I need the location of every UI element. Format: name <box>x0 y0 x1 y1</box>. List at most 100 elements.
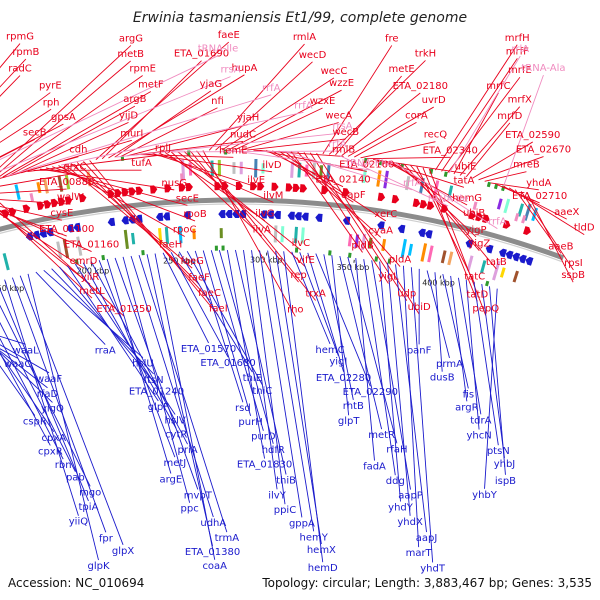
reverse-gene-label-line <box>162 252 209 344</box>
cog-block-outer <box>376 170 382 187</box>
forward-gene-label: ETA_02160 <box>339 159 394 170</box>
forward-gene-label: rpsI <box>564 258 583 269</box>
forward-gene-arrow <box>257 182 265 191</box>
reverse-gene-arrow <box>32 230 41 240</box>
reverse-gene-label-line <box>194 250 244 403</box>
reverse-gene-label-line <box>130 255 214 518</box>
reverse-gene-label: ilvY <box>268 490 286 501</box>
feature-band <box>1 149 539 287</box>
reverse-gene-label-line <box>379 261 401 502</box>
backbone-inner-edge <box>0 203 563 263</box>
reverse-gene-label-line <box>106 258 172 474</box>
forward-gene-label: aaeB <box>548 241 573 252</box>
forward-gene-label-line <box>0 58 27 88</box>
forward-gene-label-line <box>0 60 131 173</box>
forward-gene-arrow <box>64 196 73 205</box>
reverse-gene-label: tdrA <box>470 415 491 426</box>
reverse-gene-label: ftsN <box>144 375 164 386</box>
forward-gene-label-line <box>0 210 92 252</box>
forward-gene-label-line <box>441 58 518 172</box>
forward-gene-label-line <box>101 60 202 160</box>
forward-gene-label-line <box>0 213 84 269</box>
cog-block-inner <box>499 267 506 278</box>
rna-gene-label-line <box>60 111 304 166</box>
cog-block-outer <box>383 170 389 189</box>
forward-gene-label: rpoB <box>183 209 207 220</box>
reverse-gene-label-line <box>339 255 383 430</box>
marker-inner <box>374 256 379 262</box>
forward-gene-label-line <box>0 138 35 158</box>
reverse-gene-label-line <box>0 348 18 359</box>
forward-gene-label: faeI <box>209 303 228 314</box>
forward-gene-label-line <box>484 171 527 182</box>
reverse-gene-label: rfaD <box>37 389 59 400</box>
reverse-gene-label-line <box>234 249 287 475</box>
forward-gene-label: mrfD <box>497 111 522 122</box>
forward-gene-label: wzxE <box>310 96 336 107</box>
reverse-gene-label-line <box>299 252 339 356</box>
forward-gene-label: ilvG <box>255 209 274 220</box>
cog-block-inner <box>293 226 298 244</box>
reverse-gene-label: thiB <box>276 476 296 487</box>
reverse-gene-label: rfaH <box>386 444 407 455</box>
forward-gene-label-line <box>322 45 393 155</box>
forward-gene-label: gpsA <box>51 112 76 123</box>
reverse-gene-arrow <box>218 210 226 219</box>
forward-gene-label: nusG <box>161 178 187 189</box>
cog-block-inner <box>492 260 501 281</box>
reverse-gene-label-line <box>331 255 350 416</box>
forward-gene-arrow <box>426 201 435 210</box>
reverse-gene-label-line <box>170 252 229 358</box>
forward-gene-label: rep <box>290 270 306 281</box>
forward-gene-arrow <box>78 193 87 203</box>
reverse-gene-label-line <box>283 251 324 563</box>
reverse-gene-label: yhbY <box>472 490 498 501</box>
cog-block-outer <box>188 162 193 176</box>
forward-gene-label: argB <box>123 94 146 105</box>
reverse-gene-label: mvpT <box>184 490 213 501</box>
reverse-gene-label: yhdT <box>420 563 446 574</box>
reverse-gene-label: aapP <box>398 491 423 502</box>
reverse-gene-arrow <box>155 212 164 222</box>
forward-gene-label: pldA <box>389 255 411 266</box>
reverse-gene-label: mgo <box>79 487 101 498</box>
forward-gene-label-line <box>0 92 51 131</box>
forward-gene-label: yjaH <box>237 112 259 123</box>
forward-gene-label: tatB <box>486 257 507 268</box>
forward-gene-label: metL <box>79 286 105 297</box>
forward-gene-label: argG <box>119 33 143 44</box>
reverse-gene-label: argR <box>455 402 478 413</box>
forward-gene-label: ETA_00880 <box>39 177 94 188</box>
reverse-gene-label: glpT <box>338 416 360 427</box>
reverse-gene-label: yhcN <box>466 431 491 442</box>
reverse-gene-label-line <box>291 251 331 345</box>
forward-gene-label: mreB <box>513 160 540 171</box>
reverse-gene-label: ddg <box>386 476 405 487</box>
forward-gene-label-line <box>290 151 363 253</box>
cog-block-inner <box>123 229 129 249</box>
rna-block <box>521 215 527 224</box>
reverse-gene-label-line <box>19 275 124 545</box>
reverse-gene-label: tpiA <box>79 502 99 513</box>
reverse-gene-label-line <box>484 288 498 489</box>
cog-block-inner <box>400 238 407 259</box>
forward-gene-label-line <box>0 206 62 221</box>
forward-gene-label: mrfH <box>505 33 530 44</box>
reverse-gene-arrow <box>66 223 75 233</box>
reverse-gene-label: waaL <box>13 345 39 356</box>
rna-gene-label: rrfA <box>488 217 507 228</box>
forward-gene-label: ETA_02710 <box>512 191 567 202</box>
reverse-gene-label: yhbJ <box>494 459 516 470</box>
forward-gene-label: pyrE <box>39 81 62 92</box>
forward-gene-label-line <box>453 92 499 175</box>
reverse-gene-label: udhA <box>200 518 226 529</box>
forward-gene-label-line <box>45 167 188 206</box>
accession-text: Accession: NC_010694 <box>8 576 144 590</box>
cog-block-inner <box>131 232 136 245</box>
forward-gene-label-line <box>472 141 533 179</box>
reverse-gene-arrow <box>342 216 351 225</box>
forward-gene-label: ubiE <box>455 161 477 172</box>
map-title: Erwinia tasmaniensis Et1/99, complete ge… <box>133 10 467 26</box>
forward-gene-arrow <box>128 187 136 196</box>
forward-gene-label-line <box>0 45 132 168</box>
